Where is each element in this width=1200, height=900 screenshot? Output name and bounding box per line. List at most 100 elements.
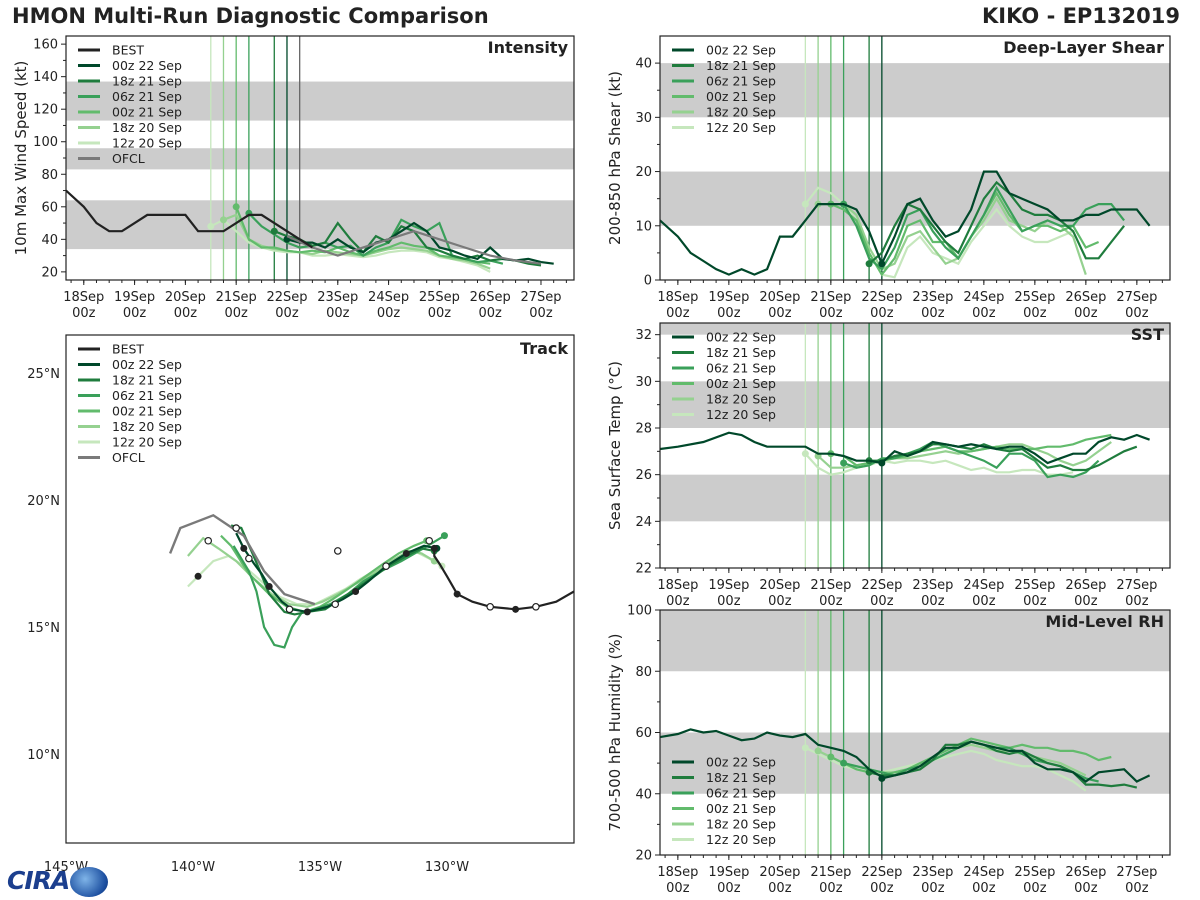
intensity-ytick-label-3: 80 — [41, 168, 58, 183]
rh-xtick-sublabel-1: 00z — [717, 881, 741, 896]
shear-xtick-sublabel-1: 00z — [717, 306, 741, 321]
intensity-xtick-label-7: 25Sep — [419, 290, 460, 305]
track-marker-filled-0 — [430, 544, 438, 552]
shear-ytick-label-3: 30 — [635, 111, 652, 126]
intensity-legend-label-1: 00z 22 Sep — [112, 58, 182, 73]
cira-logo: CIRA — [4, 866, 108, 898]
shear-frame — [659, 35, 1171, 281]
track-marker-open-0 — [486, 602, 494, 611]
intensity-xtick-label-2: 20Sep — [165, 290, 206, 305]
track-marker-open-8 — [333, 547, 342, 555]
storm-id-title: KIKO - EP132019 — [981, 4, 1180, 28]
rh-xtick-sublabel-8: 00z — [1074, 881, 1098, 896]
intensity-ytick-label-2: 60 — [41, 200, 58, 215]
shear-band-0 — [660, 171, 1170, 226]
shear-xtick-sublabel-5: 00z — [921, 306, 945, 321]
sst-xtick-label-5: 23Sep — [912, 578, 953, 593]
rh-legend-label-2: 06z 21 Sep — [706, 786, 776, 801]
shear-xtick-label-7: 25Sep — [1014, 290, 1055, 305]
intensity-ylabel: 10m Max Wind Speed (kt) — [12, 61, 30, 256]
shear-xtick-label-8: 26Sep — [1065, 290, 1106, 305]
rh-xtick-label-9: 27Sep — [1116, 865, 1157, 880]
rh-series-start-2 — [840, 759, 848, 767]
rh-xtick-label-8: 26Sep — [1065, 865, 1106, 880]
intensity-legend-label-7: OFCL — [112, 151, 145, 166]
shear-best-line — [660, 203, 883, 276]
sst-xtick-sublabel-0: 00z — [666, 594, 690, 609]
rh-xtick-label-0: 18Sep — [657, 865, 698, 880]
intensity-ytick-label-6: 140 — [33, 70, 58, 85]
intensity-xtick-label-0: 18Sep — [63, 290, 104, 305]
rh-ytick-label-0: 20 — [635, 849, 652, 864]
track-marker-filled-5 — [303, 608, 311, 616]
intensity-series-start-4 — [219, 216, 227, 224]
sst-legend-label-5: 12z 20 Sep — [706, 407, 776, 422]
rh-legend-label-4: 18z 20 Sep — [706, 817, 776, 832]
sst-xtick-sublabel-3: 00z — [819, 594, 843, 609]
track-marker-filled-2 — [512, 605, 520, 613]
track-legend-label-2: 18z 21 Sep — [112, 373, 182, 388]
sst-xtick-label-4: 22Sep — [861, 578, 902, 593]
shear-xtick-sublabel-4: 00z — [870, 306, 894, 321]
rh-xtick-sublabel-2: 00z — [768, 881, 792, 896]
intensity-xtick-sublabel-7: 00z — [428, 306, 452, 321]
shear-xtick-label-4: 22Sep — [861, 290, 902, 305]
intensity-xtick-sublabel-3: 00z — [224, 306, 248, 321]
intensity-xtick-sublabel-9: 00z — [529, 306, 553, 321]
rh-legend-label-5: 12z 20 Sep — [706, 832, 776, 847]
shear-xtick-label-0: 18Sep — [657, 290, 698, 305]
sst-xtick-sublabel-4: 00z — [870, 594, 894, 609]
track-series-4 — [187, 536, 435, 608]
sst-band-2 — [660, 323, 1170, 335]
sst-xtick-label-0: 18Sep — [657, 578, 698, 593]
sst-legend-label-2: 06z 21 Sep — [706, 361, 776, 376]
intensity-xtick-sublabel-2: 00z — [174, 306, 198, 321]
intensity-xtick-label-4: 22Sep — [266, 290, 307, 305]
rh-xtick-sublabel-3: 00z — [819, 881, 843, 896]
intensity-xtick-label-1: 19Sep — [114, 290, 155, 305]
track-ytick-label-0: 10°N — [27, 748, 60, 763]
sst-legend-label-0: 00z 22 Sep — [706, 330, 776, 345]
globe-icon — [70, 867, 108, 897]
shear-series-start-5 — [801, 200, 809, 208]
shear-series-1 — [868, 180, 1125, 265]
sst-xtick-sublabel-6: 00z — [972, 594, 996, 609]
sst-title: SST — [1131, 325, 1164, 344]
shear-xtick-label-6: 24Sep — [963, 290, 1004, 305]
sst-legend-label-1: 18z 21 Sep — [706, 345, 776, 360]
track-xtick-label-2: 135°W — [298, 860, 342, 875]
intensity-legend-label-6: 12z 20 Sep — [112, 136, 182, 151]
shear-xtick-sublabel-2: 00z — [768, 306, 792, 321]
rh-xtick-sublabel-7: 00z — [1023, 881, 1047, 896]
rh-xtick-sublabel-9: 00z — [1125, 881, 1149, 896]
intensity-best-line — [66, 189, 313, 249]
shear-xtick-label-2: 20Sep — [759, 290, 800, 305]
track-xtick-label-3: 130°W — [425, 860, 469, 875]
shear-ytick-label-4: 40 — [635, 57, 652, 72]
sst-ytick-label-4: 30 — [635, 375, 652, 390]
track-marker-open-1 — [532, 602, 540, 611]
track-marker-open-4 — [331, 600, 340, 609]
rh-legend-label-3: 00z 21 Sep — [706, 801, 776, 816]
sst-xtick-label-2: 20Sep — [759, 578, 800, 593]
intensity-xtick-sublabel-8: 00z — [478, 306, 502, 321]
rh-series-start-5 — [801, 744, 809, 752]
rh-xtick-sublabel-6: 00z — [972, 881, 996, 896]
rh-xtick-sublabel-0: 00z — [666, 881, 690, 896]
sst-frame — [659, 322, 1171, 569]
rh-series-1 — [868, 740, 1138, 789]
shear-legend-label-3: 00z 21 Sep — [706, 89, 776, 104]
shear-xtick-label-1: 19Sep — [708, 290, 749, 305]
intensity-legend-label-2: 18z 21 Sep — [112, 74, 182, 89]
shear-band-1 — [660, 63, 1170, 118]
rh-xtick-label-4: 22Sep — [861, 865, 902, 880]
rh-title: Mid-Level RH — [1045, 612, 1164, 631]
rh-xtick-label-1: 19Sep — [708, 865, 749, 880]
main-title: HMON Multi-Run Diagnostic Comparison — [12, 4, 489, 28]
track-ytick-label-3: 25°N — [27, 367, 60, 382]
sst-chart: 22242628303218Sep00z19Sep00z20Sep00z21Se… — [606, 322, 1171, 609]
intensity-xtick-label-3: 21Sep — [216, 290, 257, 305]
track-legend-label-7: OFCL — [112, 450, 145, 465]
sst-xtick-label-8: 26Sep — [1065, 578, 1106, 593]
